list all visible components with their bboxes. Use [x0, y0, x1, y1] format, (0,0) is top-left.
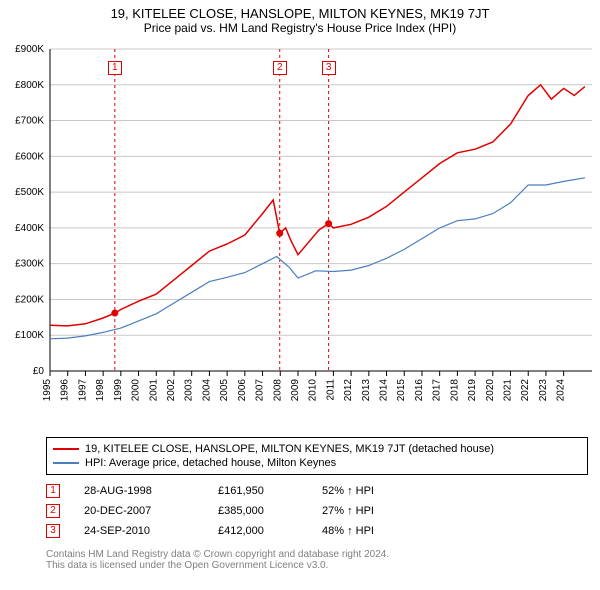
svg-text:£0: £0 [33, 366, 45, 377]
tx-date: 24-SEP-2010 [84, 525, 194, 537]
legend-label: 19, KITELEE CLOSE, HANSLOPE, MILTON KEYN… [85, 443, 494, 455]
svg-text:2001: 2001 [148, 379, 159, 402]
svg-text:2011: 2011 [325, 379, 336, 401]
svg-text:2015: 2015 [396, 379, 407, 402]
svg-text:2022: 2022 [520, 379, 531, 402]
svg-text:2020: 2020 [485, 379, 496, 402]
svg-text:2013: 2013 [361, 379, 372, 402]
svg-text:1995: 1995 [42, 379, 53, 402]
tx-index: 2 [46, 504, 60, 518]
transaction-row: 3 24-SEP-2010 £412,000 48% ↑ HPI [46, 521, 600, 541]
page-title: 19, KITELEE CLOSE, HANSLOPE, MILTON KEYN… [0, 0, 600, 21]
svg-text:£900K: £900K [15, 44, 44, 55]
transaction-table: 1 28-AUG-1998 £161,950 52% ↑ HPI 2 20-DEC-200… [46, 481, 600, 541]
tx-index: 3 [46, 524, 60, 538]
svg-text:2004: 2004 [201, 379, 212, 402]
svg-text:£300K: £300K [15, 259, 44, 270]
svg-text:£100K: £100K [15, 330, 44, 341]
legend-item: 19, KITELEE CLOSE, HANSLOPE, MILTON KEYN… [53, 442, 581, 456]
svg-text:2009: 2009 [290, 379, 301, 402]
footer-line-1: Contains HM Land Registry data © Crown c… [46, 549, 600, 560]
svg-text:2018: 2018 [449, 379, 460, 402]
chart-marker-1: 1 [108, 61, 122, 75]
chart-container: £0 £100K £200K £300K £400K £500K £600K £700K £80… [0, 41, 600, 431]
svg-text:1996: 1996 [60, 379, 71, 402]
svg-text:£700K: £700K [15, 116, 44, 127]
price-chart: £0 £100K £200K £300K £400K £500K £600K £700K £80… [0, 41, 600, 431]
page-subtitle: Price paid vs. HM Land Registry's House … [0, 21, 600, 41]
svg-text:2023: 2023 [538, 379, 549, 402]
footer-line-2: This data is licensed under the Open Gov… [46, 560, 600, 571]
svg-text:1999: 1999 [113, 379, 124, 402]
svg-text:2021: 2021 [503, 379, 514, 402]
tx-hpi: 52% ↑ HPI [322, 485, 412, 497]
tx-hpi: 27% ↑ HPI [322, 505, 412, 517]
transaction-row: 1 28-AUG-1998 £161,950 52% ↑ HPI [46, 481, 600, 501]
tx-hpi: 48% ↑ HPI [322, 525, 412, 537]
legend-item: HPI: Average price, detached house, Milt… [53, 456, 581, 470]
attribution-footer: Contains HM Land Registry data © Crown c… [46, 549, 600, 571]
transaction-row: 2 20-DEC-2007 £385,000 27% ↑ HPI [46, 501, 600, 521]
svg-text:2005: 2005 [219, 379, 230, 402]
svg-text:2003: 2003 [184, 379, 195, 402]
tx-date: 20-DEC-2007 [84, 505, 194, 517]
svg-text:1998: 1998 [95, 379, 106, 402]
tx-date: 28-AUG-1998 [84, 485, 194, 497]
legend-swatch [53, 462, 79, 464]
legend-label: HPI: Average price, detached house, Milt… [85, 457, 336, 469]
tx-price: £412,000 [218, 525, 298, 537]
svg-text:2007: 2007 [255, 379, 266, 402]
tx-index: 1 [46, 484, 60, 498]
legend-swatch [53, 448, 79, 450]
svg-text:2000: 2000 [131, 379, 142, 402]
svg-text:£200K: £200K [15, 294, 44, 305]
svg-text:£800K: £800K [15, 80, 44, 91]
tx-price: £385,000 [218, 505, 298, 517]
svg-text:2012: 2012 [343, 379, 354, 402]
chart-marker-2: 2 [273, 61, 287, 75]
svg-text:£600K: £600K [15, 151, 44, 162]
svg-text:2006: 2006 [237, 379, 248, 402]
svg-text:£500K: £500K [15, 187, 44, 198]
chart-marker-3: 3 [322, 61, 336, 75]
svg-text:1997: 1997 [77, 379, 88, 402]
svg-text:2014: 2014 [379, 379, 390, 402]
svg-text:2010: 2010 [308, 379, 319, 402]
chart-legend: 19, KITELEE CLOSE, HANSLOPE, MILTON KEYN… [46, 437, 588, 475]
svg-text:2016: 2016 [414, 379, 425, 402]
svg-text:2024: 2024 [556, 379, 567, 402]
svg-text:2019: 2019 [467, 379, 478, 402]
svg-text:£400K: £400K [15, 223, 44, 234]
svg-text:2017: 2017 [432, 379, 443, 402]
tx-price: £161,950 [218, 485, 298, 497]
svg-text:2008: 2008 [272, 379, 283, 402]
svg-text:2002: 2002 [166, 379, 177, 402]
